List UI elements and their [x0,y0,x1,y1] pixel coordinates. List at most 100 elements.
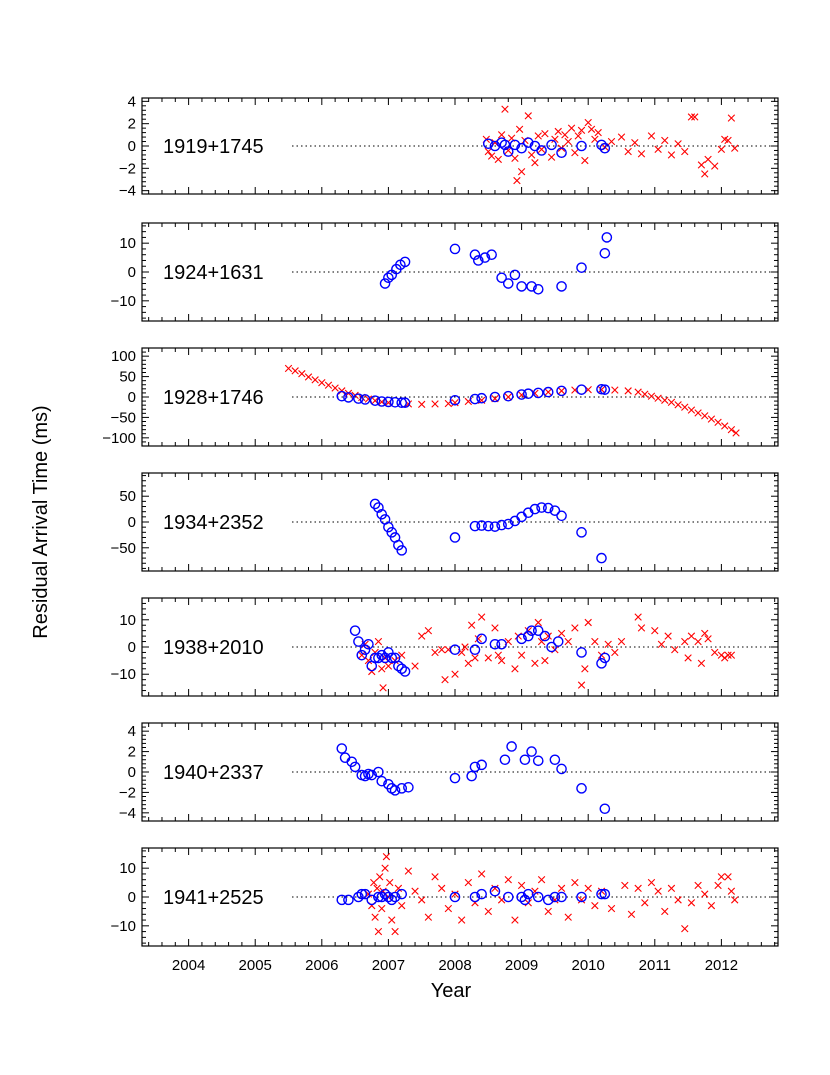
data-point-cross [384,662,393,670]
data-point-circle [389,397,401,408]
data-point-cross [564,637,572,646]
data-point-cross [694,881,702,890]
data-point-cross [524,112,532,120]
data-point-circle [496,638,507,650]
data-point-circle [383,647,394,658]
data-point-cross [373,884,381,893]
data-point-circle [353,393,364,404]
data-point-cross [338,387,346,395]
data-point-circle [516,891,527,903]
pulsar-name-label: 1919+1745 [163,136,264,158]
data-point-cross [597,385,606,394]
data-point-cross [437,884,446,893]
data-point-cross [627,910,636,918]
data-point-circle [596,552,607,564]
data-point-cross [388,916,396,924]
data-point-circle [396,545,408,556]
data-point-circle [469,761,481,773]
data-point-cross [444,904,453,913]
data-point-circle [476,759,487,771]
data-point-circle [396,397,408,409]
data-point-cross [647,878,656,887]
data-point-cross [524,626,532,635]
y-tick-label: 0 [128,264,136,281]
y-tick-label: 10 [119,612,136,629]
data-point-circle [376,891,388,903]
panel-1928+1746: 100 50 0 −50 −100 1928+1746 [102,347,779,447]
data-point-cross [631,138,639,147]
data-point-cross [634,613,642,621]
data-point-cross [647,132,656,140]
data-point-circle [386,527,398,538]
panel-1940+2337: 4 2 0 −2 −4 1940+2337 [119,722,779,822]
data-point-circle [369,395,381,406]
data-point-cross [731,144,739,152]
data-point-cross [711,162,719,170]
data-point-cross [561,131,569,139]
data-point-cross [727,887,736,895]
data-point-circle [542,502,554,514]
data-point-cross [464,878,473,887]
y-tick-label: −10 [111,293,136,310]
data-point-cross [386,878,394,887]
data-point-cross [418,632,426,640]
data-point-circle [556,281,567,292]
data-point-cross [591,637,599,646]
data-point-cross [411,887,419,895]
data-point-cross [681,147,689,156]
data-point-cross [661,136,669,145]
data-point-circle [499,139,511,151]
series-crosses [482,105,739,185]
y-tick-label: 2 [128,744,136,761]
data-point-cross [379,684,387,692]
data-point-cross [370,878,378,887]
data-point-cross [517,651,526,659]
data-point-cross [484,147,492,156]
data-point-cross [378,665,386,673]
data-point-cross [604,640,612,648]
data-point-cross [571,149,579,157]
data-point-circle [469,520,481,532]
data-point-cross [418,400,426,409]
data-point-circle [449,394,461,406]
data-point-circle [483,520,494,532]
data-point-circle [369,652,381,664]
data-point-cross [581,156,589,165]
data-point-cross [577,896,586,904]
data-point-circle [576,527,587,538]
data-point-circle [516,281,527,292]
data-point-cross [464,659,473,668]
y-tick-label: 0 [128,889,136,906]
data-point-circle [576,262,587,273]
data-point-circle [379,888,391,900]
data-point-circle [599,142,611,154]
data-point-cross [701,629,709,638]
data-point-circle [343,894,354,906]
data-point-circle [526,746,537,757]
data-point-cross [664,632,672,640]
data-point-circle [502,518,514,530]
data-point-circle [502,146,514,157]
data-point-circle [599,652,611,664]
data-point-cross [517,881,526,890]
data-point-cross [494,155,502,164]
x-axis-title: Year [431,980,472,1002]
data-point-circle [502,390,514,402]
data-point-cross [487,152,496,160]
data-point-cross [654,145,662,154]
data-point-cross [501,105,509,113]
data-point-circle [499,754,511,766]
pulsar-name-label: 1924+1631 [163,262,264,284]
data-point-cross [564,913,572,921]
data-point-circle [336,743,348,754]
y-tick-label: 50 [119,488,136,505]
data-point-circle [386,894,398,906]
data-point-circle [399,397,411,409]
data-point-circle [449,243,461,255]
data-point-circle [516,389,527,400]
y-tick-label: −100 [102,430,136,447]
y-tick-label: −10 [111,666,136,683]
series-crosses [284,364,740,437]
data-point-cross [694,409,702,417]
data-point-cross [541,656,549,665]
